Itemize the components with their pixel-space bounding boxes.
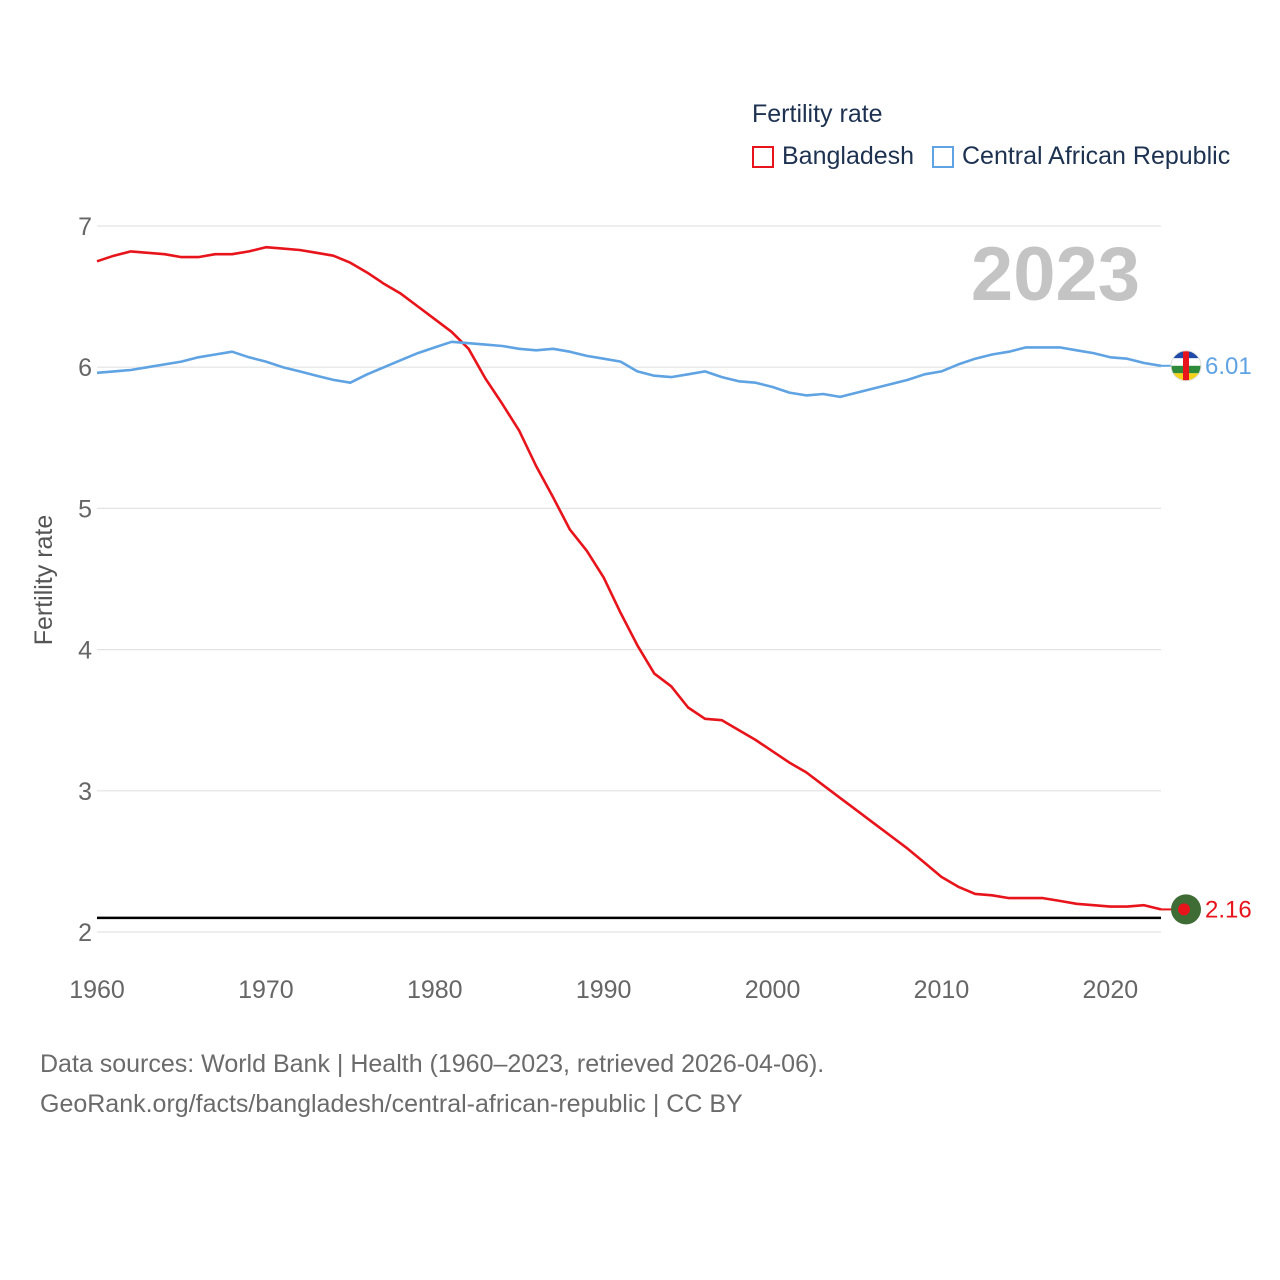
y-tick-label: 3 <box>78 778 92 806</box>
legend-swatch-central-african-republic <box>932 145 954 168</box>
legend-label-central-african-republic: Central African Republic <box>962 142 1231 170</box>
y-tick-label: 4 <box>78 637 92 665</box>
y-axis-ticks: 2 3 4 5 6 7 <box>78 213 92 947</box>
legend-item-bangladesh[interactable]: Bangladesh <box>752 142 914 171</box>
series-end-markers: 2.16 6.01 <box>1161 350 1252 925</box>
x-tick-label: 2000 <box>745 976 801 1004</box>
bangladesh-flag-disc <box>1178 903 1190 916</box>
x-tick-label: 1980 <box>407 976 463 1004</box>
legend-item-central-african-republic[interactable]: Central African Republic <box>932 142 1230 171</box>
y-tick-label: 5 <box>78 495 92 523</box>
data-sources: Data sources: World Bank | Health (1960–… <box>40 1044 824 1124</box>
year-label: 2023 <box>971 232 1140 317</box>
y-tick-label: 7 <box>78 213 92 241</box>
y-tick-label: 2 <box>78 919 92 947</box>
y-axis-label: Fertility rate <box>30 515 58 646</box>
end-value-label-central-african-republic: 6.01 <box>1205 353 1252 380</box>
central-african-republic-flag-icon <box>1171 350 1201 381</box>
legend-swatch-bangladesh <box>752 145 774 168</box>
gridlines <box>97 225 1161 933</box>
x-axis-ticks: 1960 1970 1980 1990 2000 2010 2020 <box>69 976 1138 1004</box>
series-line-bangladesh[interactable] <box>96 245 1162 911</box>
legend-title: Fertility rate <box>752 100 883 128</box>
sources-line-1: Data sources: World Bank | Health (1960–… <box>40 1050 825 1078</box>
end-value-label-bangladesh: 2.16 <box>1205 896 1252 923</box>
x-tick-label: 1970 <box>238 976 294 1004</box>
x-tick-label: 2020 <box>1083 976 1139 1004</box>
series-lines <box>96 245 1162 911</box>
legend-label-bangladesh: Bangladesh <box>782 142 915 170</box>
x-tick-label: 1960 <box>69 976 125 1004</box>
x-tick-label: 2010 <box>914 976 970 1004</box>
series-line-central-african-republic[interactable] <box>96 340 1162 399</box>
x-tick-label: 1990 <box>576 976 632 1004</box>
y-tick-label: 6 <box>78 354 92 382</box>
sources-line-2: GeoRank.org/facts/bangladesh/central-afr… <box>40 1090 743 1118</box>
